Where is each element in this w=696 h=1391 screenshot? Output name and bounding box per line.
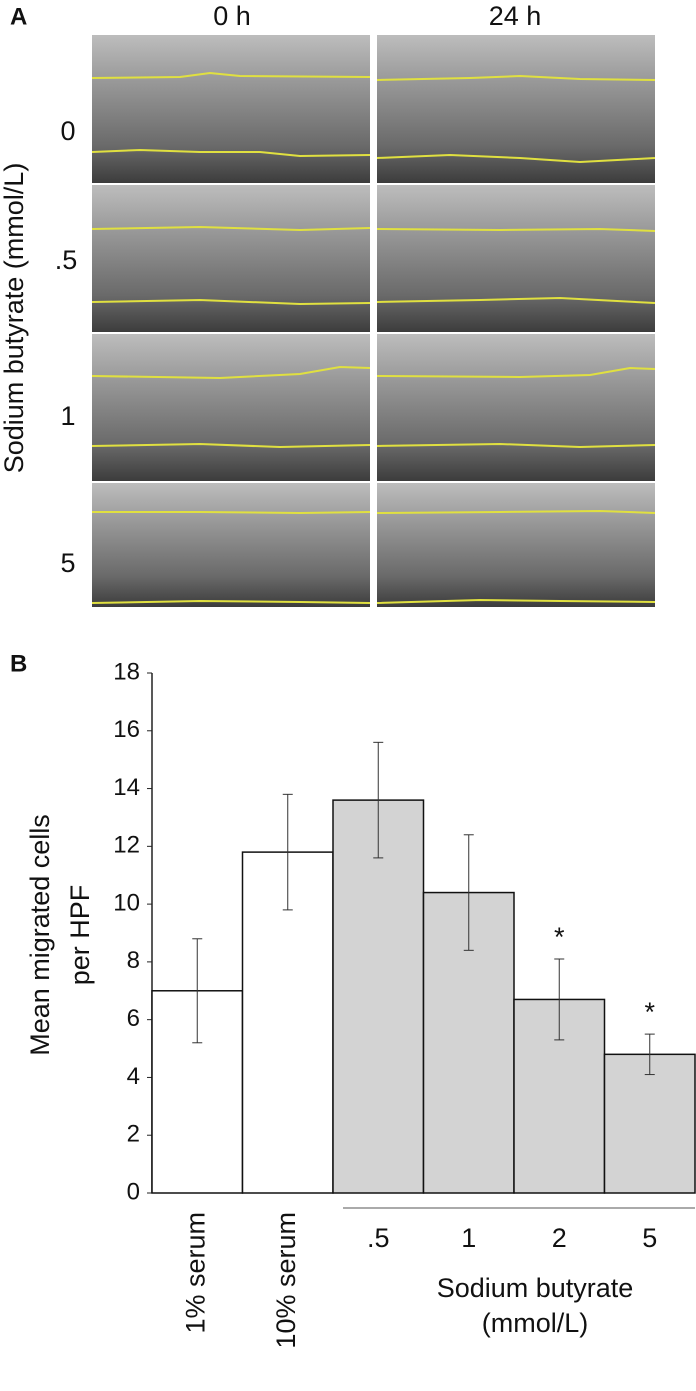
x-tick-label: 1 — [461, 1223, 476, 1253]
wound-edge — [376, 509, 656, 514]
row-axis-label: Sodium butyrate (mmol/L) — [0, 163, 29, 474]
y-tick-label: 6 — [127, 1005, 140, 1032]
wound-edge — [376, 153, 656, 164]
y-axis-label: Mean migrated cells — [25, 814, 55, 1056]
column-header: 24 h — [489, 1, 542, 31]
wound-edge — [376, 227, 656, 232]
row-label: 0 — [60, 116, 75, 146]
panel-label: B — [10, 650, 27, 677]
column-header: 0 h — [213, 1, 251, 31]
micrograph — [377, 483, 655, 607]
y-tick-label: 4 — [127, 1063, 140, 1090]
x-tick-label: .5 — [367, 1223, 390, 1253]
micrograph — [92, 483, 370, 607]
x-tick-label: 5 — [642, 1223, 657, 1253]
wound-edge — [376, 296, 656, 304]
row-label: .5 — [55, 245, 78, 275]
micrograph — [377, 334, 655, 481]
wound-edge — [91, 599, 371, 604]
wound-edge — [376, 598, 656, 604]
y-tick-label: 18 — [113, 658, 140, 685]
significance-mark: * — [644, 997, 655, 1027]
y-tick-label: 10 — [113, 889, 140, 916]
y-axis-label: per HPF — [65, 885, 95, 986]
wound-edge — [376, 442, 656, 449]
significance-mark: * — [554, 922, 565, 952]
row-label: 1 — [60, 401, 75, 431]
micrograph — [92, 185, 370, 332]
micrograph — [92, 334, 370, 481]
y-tick-label: 0 — [127, 1178, 140, 1205]
y-tick-label: 14 — [113, 774, 140, 801]
x-tick-label: 2 — [552, 1223, 567, 1253]
wound-edge — [92, 511, 371, 515]
x-tick-label: 10% serum — [271, 1212, 301, 1349]
wound-edge — [91, 298, 371, 306]
wound-edge — [376, 74, 656, 81]
y-tick-label: 16 — [113, 716, 140, 743]
wound-edge — [91, 442, 371, 449]
wound-edge — [91, 71, 371, 79]
wound-edge — [91, 225, 371, 232]
x-tick-label: 1% serum — [180, 1212, 210, 1334]
y-tick-label: 8 — [127, 947, 140, 974]
panel-label: A — [10, 3, 27, 30]
y-tick-label: 2 — [127, 1121, 140, 1148]
bar — [603, 1053, 696, 1194]
wound-edge — [91, 148, 371, 158]
micrograph — [377, 185, 655, 332]
wound-edge — [376, 366, 656, 379]
y-tick-label: 12 — [113, 832, 140, 859]
wound-edge — [91, 365, 371, 380]
micrographs — [91, 35, 656, 607]
micrograph — [92, 35, 370, 183]
group-label: Sodium butyrate — [437, 1273, 634, 1303]
group-label: (mmol/L) — [482, 1308, 589, 1338]
row-label: 5 — [60, 548, 75, 578]
bar — [332, 799, 425, 1194]
